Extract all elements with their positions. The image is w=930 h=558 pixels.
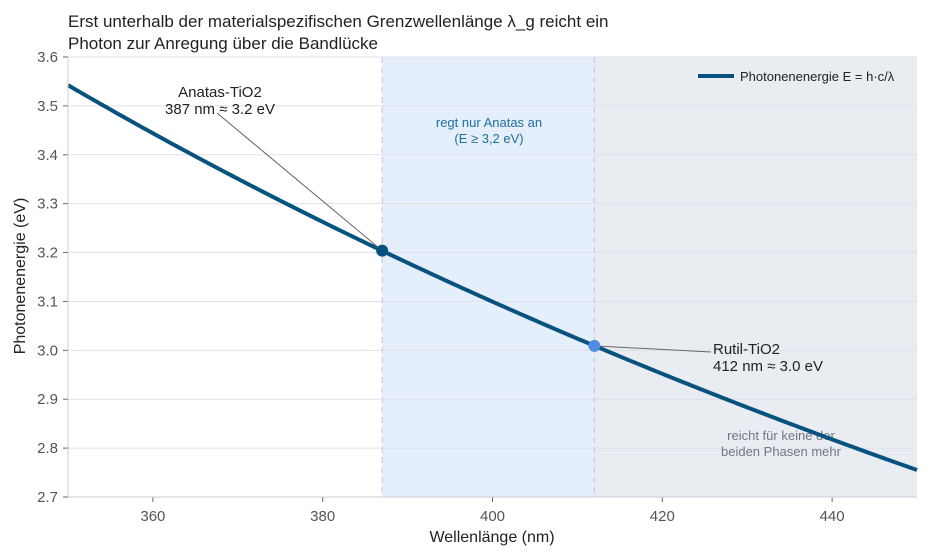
y-tick-label: 3.4 bbox=[37, 147, 58, 164]
y-tick-label: 2.9 bbox=[37, 391, 58, 408]
region-layer bbox=[382, 57, 917, 497]
y-tick-label: 3.6 bbox=[37, 49, 58, 66]
point-label-2-line-1: Rutil-TiO2 bbox=[713, 341, 780, 358]
y-tick-label: 3.1 bbox=[37, 293, 58, 310]
series-layer bbox=[66, 83, 918, 472]
shaded-region-1 bbox=[382, 57, 595, 497]
y-tick-label: 3.0 bbox=[37, 342, 58, 359]
chart-title-line-1: Erst unterhalb der materialspezifischen … bbox=[68, 12, 609, 31]
point-label-2-line-2: 412 nm ≈ 3.0 eV bbox=[713, 358, 823, 375]
region-label-1-line-2: (E ≥ 3,2 eV) bbox=[454, 131, 523, 146]
region-label-1-line-1: regt nur Anatas an bbox=[436, 115, 542, 130]
legend-label: Photonenenergie E = h·c/λ bbox=[740, 69, 895, 84]
x-tick-label: 380 bbox=[310, 508, 335, 525]
grid-layer bbox=[68, 56, 917, 498]
point-marker-2 bbox=[588, 339, 601, 352]
y-tick-label: 3.5 bbox=[37, 98, 58, 115]
threshold-lines bbox=[381, 57, 595, 497]
point-marker-1 bbox=[376, 244, 389, 257]
x-tick-label: 440 bbox=[820, 508, 845, 525]
y-tick-label: 3.2 bbox=[37, 245, 58, 262]
x-tick-label: 400 bbox=[480, 508, 505, 525]
region-label-2-line-2: beiden Phasen mehr bbox=[721, 444, 842, 459]
axes-layer: 2.7 2.8 2.9 3.0 3.1 3.2 3.3 3.4 3.5 3.6 360 380 400 4… bbox=[37, 49, 917, 525]
chart-title-line-2: Photon zur Anregung über die Bandlücke bbox=[68, 34, 378, 53]
y-tick-label: 2.8 bbox=[37, 440, 58, 457]
y-tick-label: 3.3 bbox=[37, 196, 58, 213]
y-tick-label: 2.7 bbox=[37, 489, 58, 506]
x-tick-label: 360 bbox=[140, 508, 165, 525]
point-label-1-line-1: Anatas-TiO2 bbox=[178, 84, 262, 101]
x-axis-label: Wellenlänge (nm) bbox=[429, 529, 554, 546]
y-axis-label: Photonenenergie (eV) bbox=[12, 198, 29, 355]
chart-legend: Photonenenergie E = h·c/λ bbox=[698, 69, 895, 84]
chart-title: Erst unterhalb der materialspezifischen … bbox=[68, 12, 609, 53]
annotation-connector-1 bbox=[216, 112, 383, 251]
point-label-1-line-2: 387 nm ≈ 3.2 eV bbox=[165, 101, 275, 118]
series-line-1 bbox=[66, 83, 918, 472]
annotation-connector-2 bbox=[594, 345, 712, 353]
x-tick-label: 420 bbox=[650, 508, 675, 525]
shaded-region-2 bbox=[594, 57, 917, 497]
